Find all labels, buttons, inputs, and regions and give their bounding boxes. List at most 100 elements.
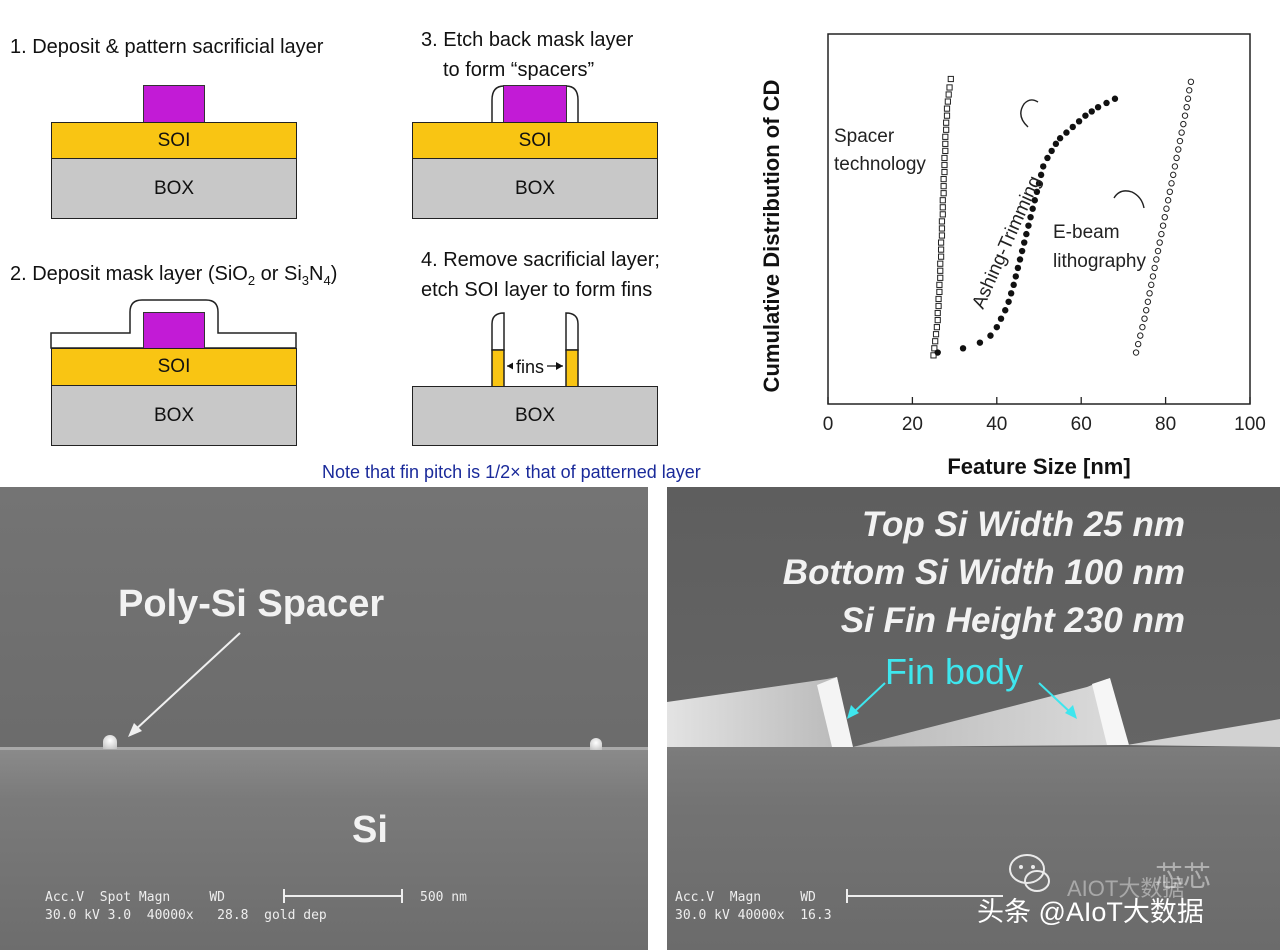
data-point-series-2 — [1166, 188, 1174, 196]
data-point-series-0 — [934, 317, 941, 324]
step4-title-line2: etch SOI layer to form fins — [421, 279, 653, 301]
step2-box-layer: BOX — [51, 385, 297, 446]
data-point-series-2 — [1144, 298, 1152, 305]
fin-pitch-note: Note that fin pitch is 1/2× that of patt… — [322, 462, 701, 482]
x-axis-label: Feature Size [nm] — [947, 454, 1130, 479]
data-point-series-0 — [937, 239, 945, 246]
data-point-series-0 — [947, 75, 954, 83]
fin-height-label: Si Fin Height 230 nm — [840, 601, 1185, 640]
data-point-series-1 — [1056, 135, 1064, 142]
data-point-series-0 — [932, 331, 940, 338]
si-label: Si — [352, 809, 388, 851]
data-point-series-2 — [1146, 290, 1153, 297]
fins — [491, 312, 579, 389]
data-point-series-2 — [1153, 256, 1160, 263]
data-point-series-0 — [936, 288, 943, 296]
data-point-series-1 — [1037, 171, 1045, 179]
data-point-series-1 — [959, 345, 967, 352]
data-point-series-2 — [1141, 315, 1148, 322]
data-point-series-1 — [1094, 104, 1102, 111]
y-axis-label: Cumulative Distribution of CD — [759, 80, 784, 393]
data-point-series-1 — [1033, 188, 1041, 195]
data-point-series-0 — [941, 154, 948, 162]
data-point-series-2 — [1164, 197, 1172, 204]
data-point-series-1 — [987, 332, 994, 339]
data-point-series-1 — [1007, 290, 1015, 297]
data-point-series-2 — [1168, 180, 1175, 187]
step2-soi-layer: SOI — [51, 348, 297, 386]
x-tick-label: 40 — [986, 414, 1007, 435]
data-point-series-1 — [1103, 99, 1110, 107]
data-point-series-0 — [946, 84, 953, 91]
poly-si-spacer-left — [103, 735, 117, 749]
data-point-series-0 — [935, 295, 942, 303]
sacrificial-layer — [503, 85, 567, 124]
data-point-series-1 — [1021, 239, 1028, 246]
data-point-series-0 — [937, 253, 945, 260]
data-point-series-2 — [1178, 129, 1185, 136]
wechat-icon — [1009, 854, 1050, 892]
data-point-series-2 — [1181, 112, 1189, 119]
data-point-series-2 — [1132, 349, 1140, 356]
spacers — [491, 85, 579, 125]
data-point-series-0 — [940, 183, 947, 190]
step3-soi-layer: SOI — [412, 122, 658, 160]
data-point-series-2 — [1148, 281, 1155, 289]
data-point-series-0 — [942, 133, 949, 140]
data-point-series-2 — [1156, 239, 1163, 246]
plot-frame — [827, 33, 1251, 405]
data-point-series-1 — [1018, 247, 1026, 255]
data-point-series-1 — [1010, 281, 1017, 289]
data-point-series-0 — [945, 91, 952, 98]
data-point-series-2 — [1158, 230, 1165, 238]
data-point-series-0 — [940, 190, 947, 197]
data-point-series-2 — [1161, 213, 1168, 221]
data-point-series-2 — [1163, 205, 1170, 212]
data-point-series-2 — [1175, 146, 1182, 153]
sem-right-info-line2: 30.0 kV 40000x 16.3 — [675, 908, 832, 923]
watermark-text: 头条 @AIoT大数据 — [977, 897, 1204, 927]
data-point-series-1 — [1048, 147, 1055, 155]
si-substrate — [0, 750, 648, 950]
scale-bar-label: 500 nm — [420, 890, 467, 905]
sacrificial-layer — [143, 312, 205, 350]
fin-body-label: Fin body — [885, 651, 1024, 692]
data-point-series-0 — [935, 302, 942, 310]
data-point-series-0 — [939, 197, 946, 204]
data-point-series-0 — [938, 232, 946, 239]
sem-left-info-line2: 30.0 kV 3.0 40000x 28.8 gold dep — [45, 908, 327, 923]
data-point-series-0 — [943, 119, 950, 126]
data-point-series-1 — [1044, 154, 1051, 162]
data-point-series-2 — [1173, 154, 1180, 162]
bottom-width-label: Bottom Si Width 100 nm — [782, 553, 1185, 592]
spacer-series-label-line2: technology — [834, 154, 926, 175]
data-point-series-1 — [1023, 230, 1030, 238]
data-point-series-1 — [1063, 129, 1070, 136]
data-point-series-2 — [1142, 307, 1150, 314]
data-point-series-1 — [1025, 222, 1032, 229]
data-point-series-0 — [943, 112, 951, 119]
step3-box-layer: BOX — [412, 158, 658, 219]
ashing-pointer — [1020, 99, 1039, 128]
fin-body-arrows — [847, 682, 1077, 719]
data-point-series-2 — [1171, 163, 1179, 170]
data-point-series-0 — [937, 246, 945, 253]
data-point-series-2 — [1151, 264, 1158, 272]
x-tick-label: 100 — [1234, 414, 1266, 435]
data-point-series-1 — [1052, 140, 1060, 148]
data-point-series-1 — [1031, 197, 1038, 204]
step3-title-line2: to form “spacers” — [443, 59, 595, 81]
data-point-series-1 — [1075, 118, 1083, 125]
data-point-series-0 — [937, 267, 944, 274]
data-point-series-1 — [993, 323, 1000, 331]
fins-label: fins — [513, 357, 548, 378]
sem-image-fin-body: Top Si Width 25 nm Bottom Si Width 100 n… — [667, 487, 1280, 950]
data-point-series-2 — [1154, 247, 1162, 255]
step4-title-line1: 4. Remove sacrificial layer; — [421, 249, 660, 271]
data-point-series-0 — [943, 105, 951, 112]
data-point-series-2 — [1184, 95, 1192, 102]
data-point-series-2 — [1159, 222, 1167, 229]
data-point-series-0 — [936, 281, 943, 288]
step1-box-layer: BOX — [51, 158, 297, 219]
data-point-series-0 — [937, 274, 944, 281]
